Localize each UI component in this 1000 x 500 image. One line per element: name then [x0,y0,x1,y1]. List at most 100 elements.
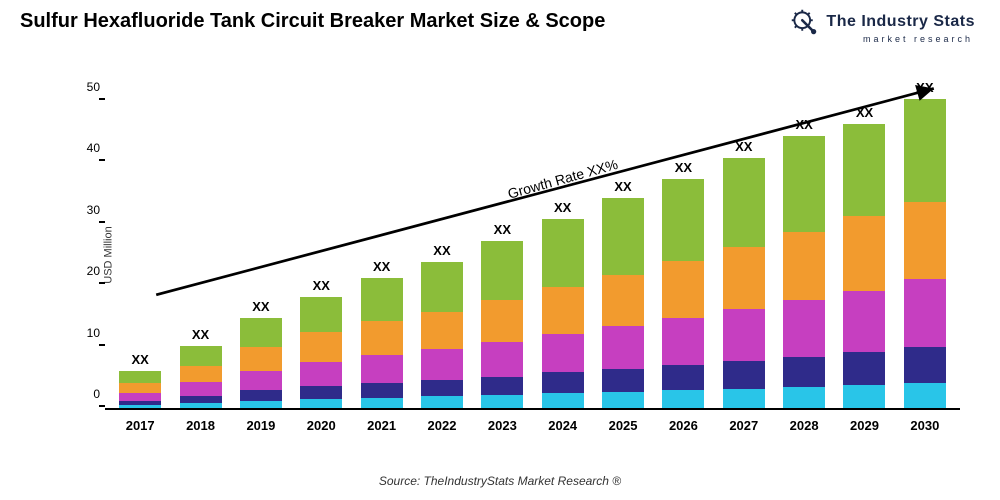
bar-segment [361,355,403,383]
bar-segment [421,262,463,311]
bar-column: XX [593,198,653,408]
bar-segment [421,380,463,397]
bar-stack [180,346,222,408]
bar-segment [843,385,885,408]
bar-segment [783,232,825,300]
source-attribution: Source: TheIndustryStats Market Research… [0,474,1000,488]
bar-stack [723,158,765,408]
bar-stack [783,136,825,408]
bar-segment [481,377,523,396]
bar-segment [662,261,704,318]
x-tick-label: 2023 [472,412,532,440]
bars-container: XXXXXXXXXXXXXXXXXXXXXXXXXXXX [105,70,960,408]
y-tick-mark [99,282,105,284]
bar-segment [723,361,765,389]
bar-value-label: XX [433,243,450,258]
bar-value-label: XX [916,80,933,95]
x-tick-label: 2029 [834,412,894,440]
bar-value-label: XX [192,327,209,342]
bar-segment [421,349,463,380]
bar-value-label: XX [675,160,692,175]
y-tick-mark [99,98,105,100]
bar-stack [662,179,704,408]
bar-segment [180,346,222,366]
bar-segment [240,401,282,408]
y-tick-label: 30 [70,203,100,217]
bar-segment [723,247,765,309]
bar-value-label: XX [614,179,631,194]
bar-column: XX [472,241,532,408]
bar-value-label: XX [494,222,511,237]
bar-segment [662,179,704,261]
x-tick-label: 2017 [110,412,170,440]
bar-segment [300,386,342,399]
bar-segment [119,383,161,392]
bar-segment [843,124,885,217]
bar-stack [421,262,463,408]
bar-segment [904,279,946,347]
bar-segment [602,369,644,392]
bar-segment [300,332,342,362]
bar-value-label: XX [132,352,149,367]
bar-segment [361,278,403,321]
x-tick-label: 2024 [533,412,593,440]
bar-segment [662,365,704,390]
bar-segment [662,390,704,408]
bar-value-label: XX [795,117,812,132]
bar-segment [783,300,825,357]
bar-column: XX [291,297,351,408]
bar-column: XX [834,124,894,408]
bar-segment [843,216,885,290]
bar-stack [904,99,946,408]
x-tick-label: 2022 [412,412,472,440]
bar-segment [361,383,403,398]
x-tick-label: 2020 [291,412,351,440]
bar-column: XX [231,318,291,408]
bar-column: XX [714,158,774,408]
bar-value-label: XX [313,278,330,293]
y-tick-mark [99,159,105,161]
bar-segment [361,321,403,354]
bar-segment [421,396,463,408]
bar-value-label: XX [252,299,269,314]
bar-column: XX [653,179,713,408]
bar-value-label: XX [554,200,571,215]
bar-column: XX [533,219,593,408]
bar-segment [421,312,463,349]
x-axis-labels: 2017201820192020202120222023202420252026… [105,412,960,440]
bar-segment [481,300,523,342]
bar-column: XX [170,346,230,408]
bar-segment [300,399,342,408]
bar-segment [481,395,523,408]
bar-segment [119,405,161,408]
bar-segment [542,334,584,372]
bar-segment [904,202,946,279]
bar-segment [300,362,342,386]
bar-value-label: XX [856,105,873,120]
bar-segment [119,371,161,383]
bar-segment [783,136,825,232]
bar-segment [723,309,765,361]
x-tick-label: 2030 [895,412,955,440]
bar-stack [119,371,161,408]
x-tick-label: 2021 [351,412,411,440]
bar-segment [180,382,222,396]
y-tick-label: 0 [70,387,100,401]
x-tick-label: 2027 [714,412,774,440]
bar-segment [783,387,825,408]
bar-segment [240,390,282,401]
bar-segment [602,392,644,408]
bar-segment [542,372,584,393]
bar-stack [300,297,342,408]
bar-segment [602,275,644,326]
bar-segment [843,291,885,353]
x-tick-label: 2025 [593,412,653,440]
x-tick-label: 2026 [653,412,713,440]
bar-stack [240,318,282,408]
y-tick-label: 40 [70,141,100,155]
bar-segment [240,371,282,390]
bar-segment [180,403,222,408]
bar-segment [542,287,584,333]
x-tick-label: 2018 [170,412,230,440]
y-tick-mark [99,221,105,223]
